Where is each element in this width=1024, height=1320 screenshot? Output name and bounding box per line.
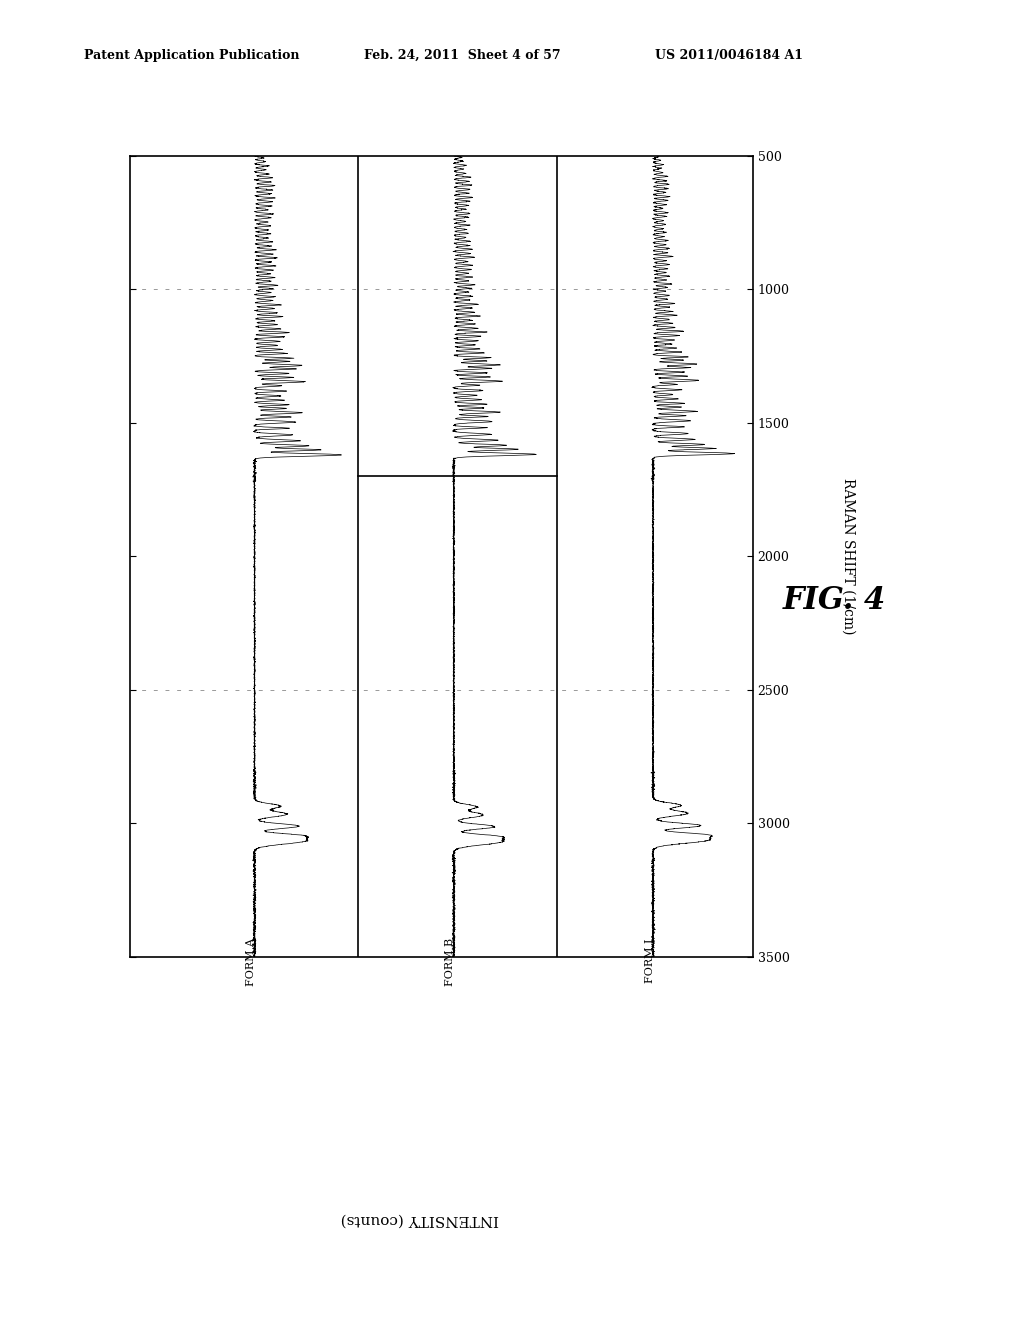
Text: Patent Application Publication: Patent Application Publication bbox=[84, 49, 299, 62]
Text: FORM B: FORM B bbox=[445, 939, 456, 986]
Text: INTENSITY (counts): INTENSITY (counts) bbox=[341, 1213, 499, 1226]
Text: Feb. 24, 2011  Sheet 4 of 57: Feb. 24, 2011 Sheet 4 of 57 bbox=[364, 49, 560, 62]
Text: US 2011/0046184 A1: US 2011/0046184 A1 bbox=[655, 49, 804, 62]
Text: FORM A: FORM A bbox=[246, 939, 256, 986]
Text: FORM I: FORM I bbox=[645, 939, 654, 983]
Y-axis label: RAMAN SHIFT (1/cm): RAMAN SHIFT (1/cm) bbox=[841, 478, 855, 635]
Text: FIG. 4: FIG. 4 bbox=[783, 585, 886, 616]
